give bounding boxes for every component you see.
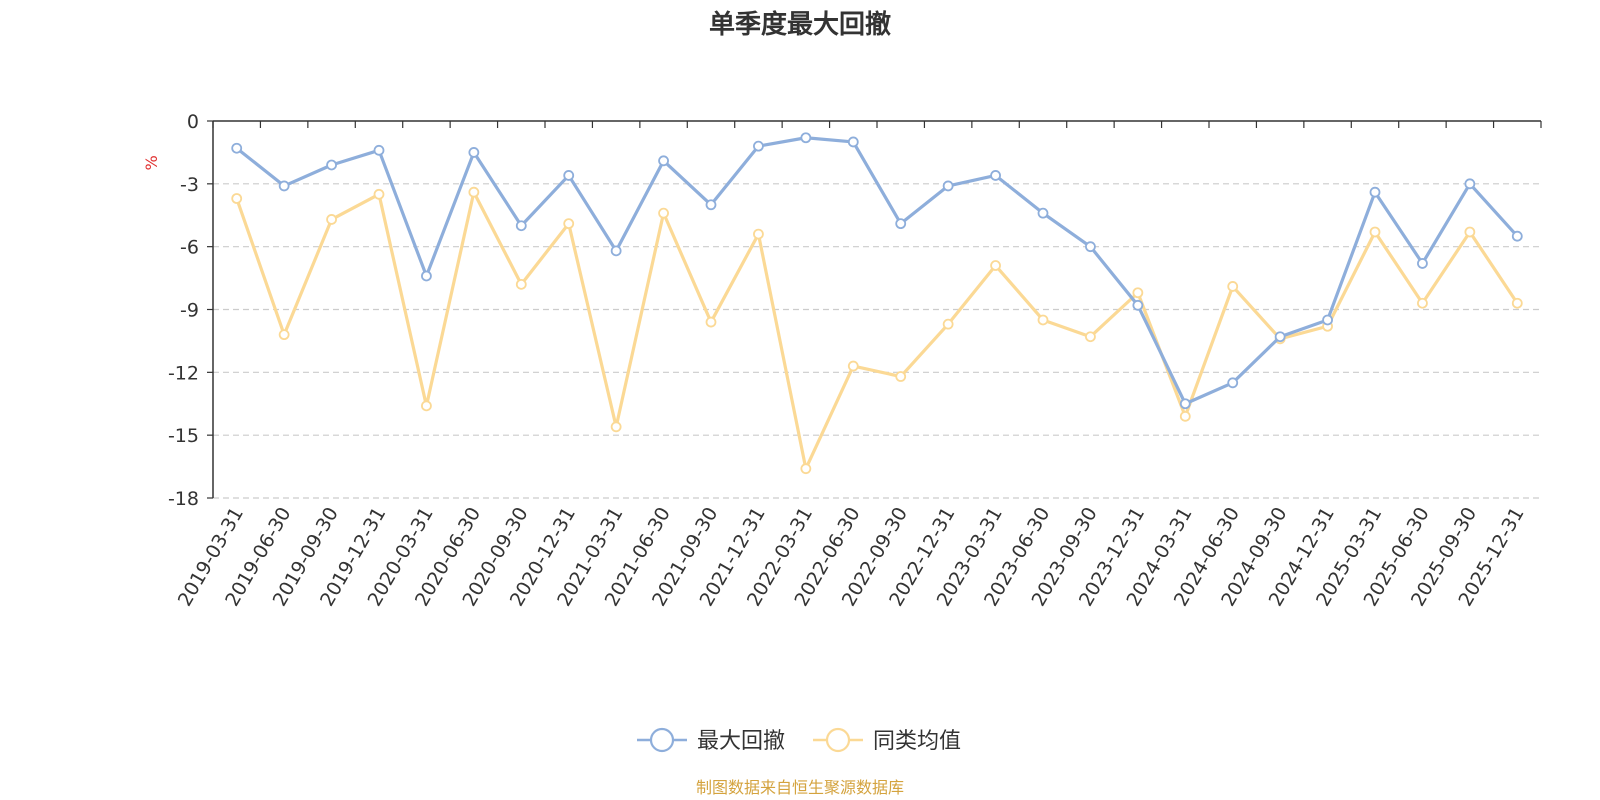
legend-marker [649,727,675,753]
series-0 [231,132,1523,410]
y-axis-unit: % [142,155,161,170]
y-tick-label: -15 [168,425,199,447]
data-point[interactable] [468,147,480,158]
data-point[interactable] [1417,258,1428,269]
series-line [235,136,1519,406]
data-point[interactable] [658,155,669,167]
data-point[interactable] [563,218,575,230]
data-point[interactable] [1369,226,1381,238]
data-point[interactable] [1085,241,1096,253]
data-point[interactable] [942,318,954,330]
data-point[interactable] [847,136,859,148]
data-point[interactable] [563,170,575,181]
data-point[interactable] [1511,297,1523,309]
legend-item-1[interactable]: 同类均值 [813,727,961,754]
data-point[interactable] [421,400,432,412]
data-point[interactable] [1227,377,1239,389]
data-point[interactable] [231,193,243,204]
y-tick-label: -18 [168,488,199,510]
chart-title: 单季度最大回撤 [709,9,891,40]
data-point[interactable] [658,207,669,219]
legend-item-0[interactable]: 最大回撤 [637,727,785,754]
data-point[interactable] [1511,230,1523,242]
source-note: 制图数据来自恒生聚源数据库 [696,778,904,797]
data-point[interactable] [1037,314,1049,326]
data-point[interactable] [468,186,480,198]
data-point[interactable] [847,360,859,372]
data-point[interactable] [373,188,385,200]
data-point[interactable] [1179,410,1191,422]
data-point[interactable] [278,180,290,192]
data-point[interactable] [753,140,764,152]
data-point[interactable] [1464,178,1476,190]
data-point[interactable] [800,132,812,144]
y-tick-label: 0 [187,111,199,133]
data-point[interactable] [1227,281,1239,292]
legend[interactable]: 最大回撤 同类均值 [637,727,961,754]
data-point[interactable] [1274,331,1286,343]
legend-label: 最大回撤 [697,729,785,754]
data-point[interactable] [705,199,717,211]
data-point[interactable] [278,329,290,341]
data-point[interactable] [610,245,622,257]
data-point[interactable] [515,220,527,232]
data-point[interactable] [1132,299,1144,311]
data-point[interactable] [610,421,622,433]
y-tick-label: -6 [180,237,199,259]
data-point[interactable] [1322,314,1333,326]
data-point[interactable] [705,316,717,328]
y-tick-label: -3 [180,174,199,196]
data-point[interactable] [1464,226,1476,238]
y-axis: 0 -3 -6 -9 -12 -15 -18 [168,111,214,510]
data-point[interactable] [1369,186,1381,198]
series-layer [231,132,1523,475]
data-point[interactable] [373,144,385,156]
data-point[interactable] [515,278,527,290]
data-point[interactable] [942,180,954,192]
data-point[interactable] [895,371,907,382]
data-point[interactable] [231,142,243,154]
data-point[interactable] [1085,331,1096,343]
data-point[interactable] [990,260,1001,271]
data-point[interactable] [1417,297,1428,309]
series-line [235,190,1519,471]
legend-label: 同类均值 [873,729,961,754]
data-point[interactable] [421,270,432,282]
data-point[interactable] [990,170,1001,181]
data-point[interactable] [800,463,812,475]
legend-marker [825,727,851,753]
series-1 [231,186,1523,475]
y-tick-label: -9 [180,300,199,322]
data-point[interactable] [1179,398,1191,410]
data-point[interactable] [753,228,764,240]
data-point[interactable] [326,214,337,225]
y-tick-label: -12 [168,362,199,384]
data-point[interactable] [895,218,907,230]
data-point[interactable] [1132,287,1144,299]
data-point[interactable] [326,159,337,171]
data-point[interactable] [1037,207,1049,219]
